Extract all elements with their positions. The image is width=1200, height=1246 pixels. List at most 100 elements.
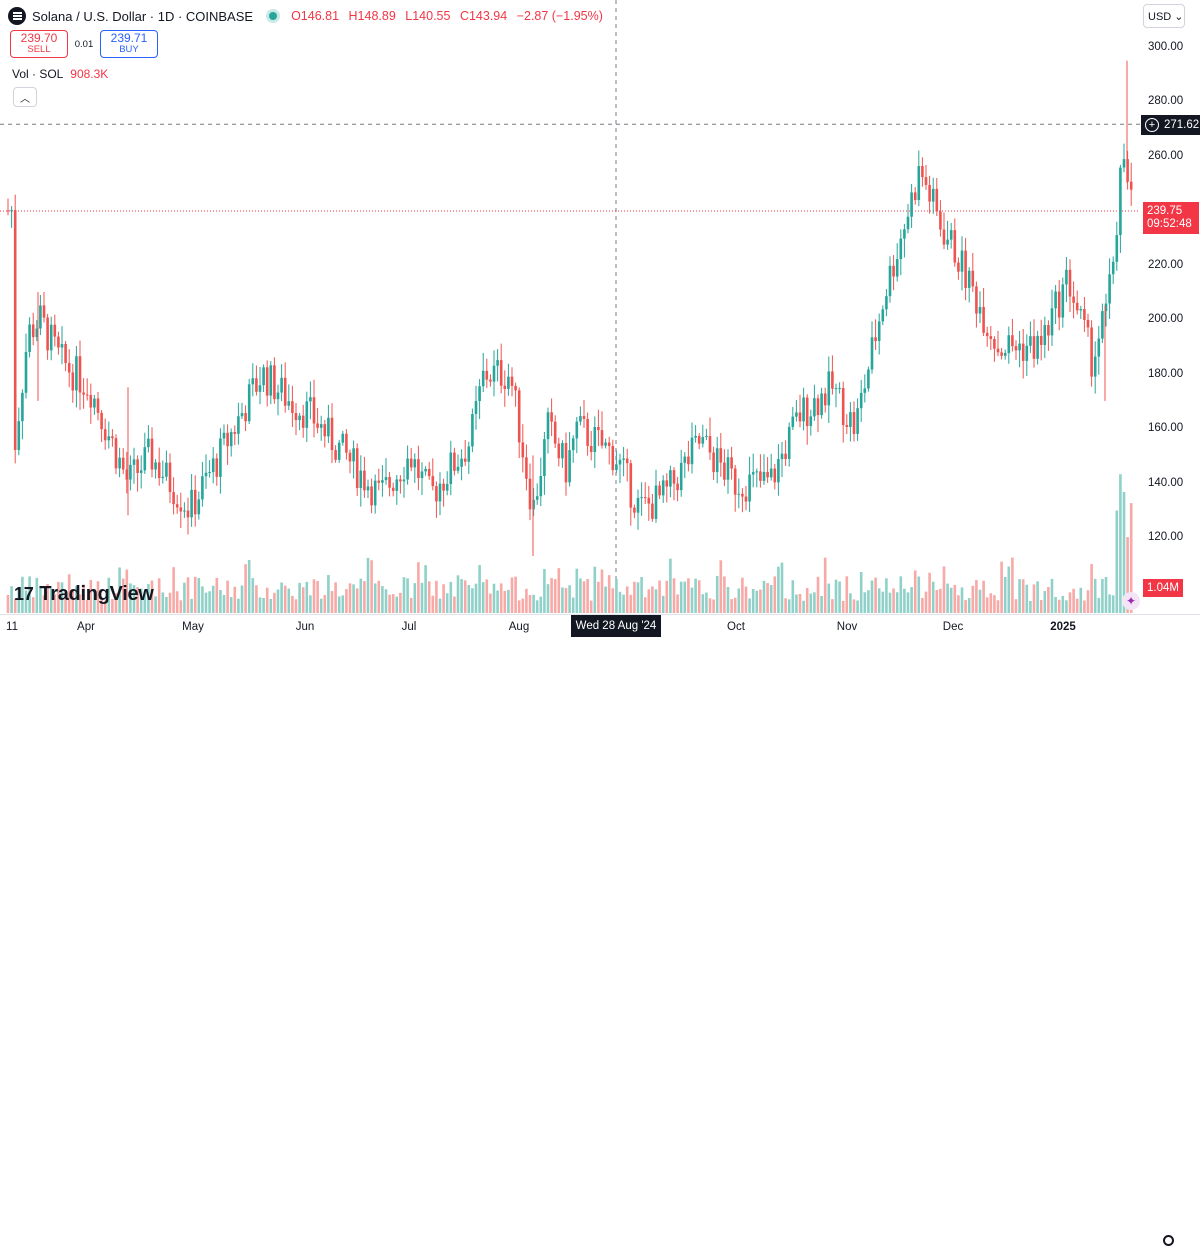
volume-bar (694, 578, 697, 613)
volume-bar (798, 593, 802, 613)
candle-body (370, 486, 373, 506)
volume-bar (1111, 595, 1115, 613)
volume-bar (391, 594, 395, 613)
volume-bar (13, 599, 17, 613)
volume-bar (521, 598, 525, 613)
candle-body (427, 468, 431, 477)
candle-body (827, 371, 831, 406)
candle-body (319, 424, 323, 428)
chart-pane[interactable] (0, 0, 1140, 614)
volume-bar (384, 589, 388, 613)
volume-bar (85, 600, 89, 613)
volume-bar (323, 595, 327, 613)
price-tick: 140.00 (1148, 476, 1184, 489)
ohlc-high: H148.89 (348, 9, 396, 23)
volume-bar (481, 582, 485, 613)
volume-bar (132, 585, 136, 613)
candle-body (755, 471, 759, 473)
candle-body (921, 166, 924, 178)
candle-body (957, 262, 960, 272)
volume-bar (1093, 578, 1097, 613)
candle-body (953, 230, 957, 263)
candle-body (107, 436, 111, 441)
time-axis[interactable]: Wed 28 Aug '24 11 Apr May Jun Jul Aug Oct Nov De… (0, 614, 1200, 1246)
volume-bar (460, 579, 463, 613)
volume-bar (139, 588, 143, 613)
volume-bar (665, 580, 669, 613)
volume-bar (269, 598, 273, 613)
candle-body (949, 230, 953, 240)
volume-bar (957, 595, 960, 613)
volume-bar (319, 598, 323, 613)
candle-body (694, 435, 697, 438)
candle-body (910, 192, 913, 217)
candle-body (809, 416, 813, 426)
price-chart[interactable] (0, 0, 1140, 614)
volume-bar (305, 581, 309, 613)
bar-countdown: 09:52:48 (1147, 218, 1192, 230)
candle-body (391, 487, 395, 491)
candle-body (165, 462, 168, 477)
candle-body (438, 483, 442, 502)
volume-bar (823, 557, 827, 613)
candle-body (820, 393, 823, 416)
candle-body (971, 270, 975, 287)
candle-body (769, 468, 773, 478)
candle-body (82, 392, 85, 395)
candle-body (474, 401, 478, 415)
candle-body (1119, 167, 1122, 236)
volume-bar (136, 587, 139, 613)
candle-body (1018, 343, 1021, 351)
volume-bar (777, 566, 780, 613)
volume-bar (881, 591, 885, 613)
candle-body (535, 496, 539, 500)
candle-body (363, 470, 366, 491)
symbol-title[interactable]: Solana / U.S. Dollar · 1D · COINBASE (32, 8, 254, 24)
volume-bar (114, 593, 118, 613)
candle-body (435, 486, 438, 502)
volume-bar (420, 582, 424, 613)
candle-body (345, 433, 348, 453)
candle-body (665, 480, 669, 487)
candle-body (838, 388, 841, 390)
candle-body (874, 337, 877, 342)
candle-body (337, 442, 341, 460)
volume-bar (467, 584, 471, 613)
magic-wand-icon[interactable]: ✦ (1122, 592, 1140, 610)
volume-bar (409, 597, 413, 613)
volume-bar (345, 589, 348, 613)
candle-body (6, 210, 10, 212)
volume-bar (568, 585, 571, 613)
tradingview-logo[interactable]: 17 TradingView (14, 583, 154, 606)
crosshair-price-label[interactable]: + 271.62 (1141, 115, 1200, 135)
volume-bar (553, 579, 557, 613)
volume-bar (535, 600, 539, 613)
collapse-legend-button[interactable]: ︿ (13, 87, 37, 107)
candle-body (723, 462, 726, 480)
plus-icon[interactable]: + (1145, 118, 1159, 132)
volume-bar (1079, 587, 1083, 613)
candle-body (899, 238, 903, 260)
candle-body (978, 306, 982, 314)
candle-body (327, 417, 330, 437)
volume-bar (1072, 588, 1075, 613)
candle-body (802, 397, 805, 422)
volume-bar (309, 595, 312, 613)
volume-bar (960, 587, 964, 613)
price-axis[interactable]: 300.00280.00260.00240.00220.00200.00180.… (1140, 0, 1200, 614)
ohlc-close: C143.94 (459, 9, 508, 23)
candle-body (301, 415, 305, 428)
settings-gear-icon[interactable] (1163, 1235, 1174, 1246)
buy-button[interactable]: 239.71 BUY (100, 30, 158, 58)
sell-button[interactable]: 239.70 SELL (10, 30, 68, 58)
volume-bar (935, 589, 939, 613)
candle-body (139, 470, 143, 473)
volume-bar (838, 581, 841, 613)
candle-body (215, 458, 219, 477)
volume-bar (841, 600, 845, 613)
currency-select[interactable]: USD ⌄ (1143, 4, 1185, 28)
volume-legend[interactable]: Vol · SOL 908.3K (12, 67, 108, 81)
volume-bar (211, 585, 215, 613)
candle-body (777, 459, 780, 483)
candle-body (129, 464, 132, 480)
